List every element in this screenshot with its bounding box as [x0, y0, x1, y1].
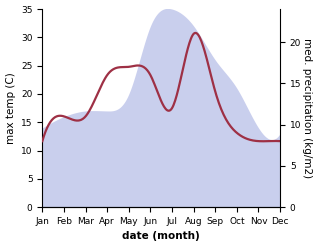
Y-axis label: med. precipitation (kg/m2): med. precipitation (kg/m2) [302, 38, 313, 178]
Y-axis label: max temp (C): max temp (C) [5, 72, 16, 144]
X-axis label: date (month): date (month) [122, 231, 200, 242]
